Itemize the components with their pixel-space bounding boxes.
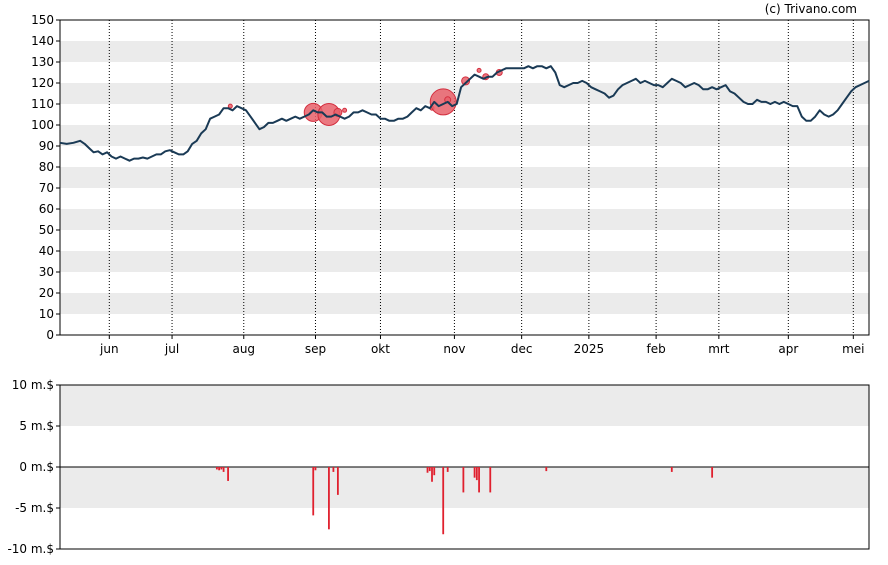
price-grid-band — [60, 125, 869, 146]
volume-bar — [473, 467, 476, 478]
volume-y-tick-label: -10 m.$ — [7, 542, 54, 556]
price-y-tick-label: 150 — [31, 13, 54, 27]
trade-marker — [227, 103, 233, 109]
price-x-tick-label: nov — [443, 342, 465, 356]
price-panel: 1501401301201101009080706050403020100jun… — [31, 13, 870, 356]
price-x-tick-label: aug — [232, 342, 255, 356]
trade-marker — [461, 76, 471, 86]
volume-grid-band — [60, 385, 869, 426]
volume-bar — [215, 467, 218, 470]
volume-bar — [227, 467, 229, 481]
price-y-tick-label: 70 — [39, 181, 54, 195]
volume-y-tick-label: 10 m.$ — [12, 378, 54, 392]
volume-y-tick-label: 5 m.$ — [19, 419, 54, 433]
price-y-tick-label: 130 — [31, 55, 54, 69]
price-grid-band — [60, 251, 869, 272]
price-plot-frame — [59, 19, 870, 336]
price-x-tick-label: okt — [371, 342, 390, 356]
volume-bar — [426, 467, 429, 473]
volume-bar — [222, 467, 225, 472]
volume-bar — [433, 467, 436, 476]
price-x-tick-label: sep — [305, 342, 326, 356]
volume-bar — [428, 467, 431, 472]
price-grid-band — [60, 41, 869, 62]
price-y-tick-label: 120 — [31, 76, 54, 90]
price-x-tick-label: feb — [646, 342, 665, 356]
copyright-label: (c) Trivano.com — [765, 2, 857, 16]
volume-grid-band — [60, 467, 869, 508]
price-grid-band — [60, 83, 869, 104]
volume-bar — [312, 467, 315, 516]
volume-panel: 10 m.$ 5 m.$ 0 m.$ -5 m.$ -10 m.$ — [7, 378, 870, 556]
price-x-tick-label: mei — [842, 342, 864, 356]
volume-bar — [431, 467, 433, 482]
volume-bar — [336, 467, 339, 495]
volume-y-tick-label: 0 m.$ — [19, 460, 54, 474]
volume-bar — [489, 467, 492, 493]
price-x-tick-label: jun — [99, 342, 119, 356]
trade-marker — [342, 107, 348, 113]
price-grid-band — [60, 167, 869, 188]
price-y-tick-label: 100 — [31, 118, 54, 132]
price-y-tick-label: 10 — [39, 307, 54, 321]
price-x-tick-label: 2025 — [574, 342, 605, 356]
trade-marker — [476, 67, 482, 73]
price-y-tick-label: 40 — [39, 244, 54, 258]
trade-marker — [429, 88, 457, 116]
volume-bar — [462, 467, 465, 493]
volume-bar — [711, 467, 714, 478]
price-y-tick-label: 0 — [46, 328, 54, 342]
price-y-tick-label: 80 — [39, 160, 54, 174]
volume-bar — [328, 467, 330, 530]
price-y-tick-label: 140 — [31, 34, 54, 48]
price-y-tick-label: 110 — [31, 97, 54, 111]
volume-bar — [220, 467, 223, 470]
price-x-tick-label: mrt — [708, 342, 730, 356]
volume-bar — [332, 467, 335, 472]
price-y-tick-label: 60 — [39, 202, 54, 216]
volume-bar — [314, 467, 317, 471]
volume-bar — [442, 467, 445, 535]
price-x-tick-label: jul — [164, 342, 179, 356]
volume-bar — [545, 467, 548, 472]
price-x-tick-label: apr — [778, 342, 798, 356]
volume-bar — [670, 467, 673, 472]
price-grid-band — [60, 293, 869, 314]
volume-bar — [446, 467, 449, 472]
volume-y-tick-label: -5 m.$ — [15, 501, 54, 515]
price-grid-band — [60, 209, 869, 230]
volume-bar — [478, 467, 480, 493]
price-y-tick-label: 50 — [39, 223, 54, 237]
price-y-tick-label: 30 — [39, 265, 54, 279]
volume-bar — [475, 467, 478, 481]
volume-bar — [218, 467, 221, 471]
price-y-tick-label: 90 — [39, 139, 54, 153]
price-line — [59, 65, 870, 162]
price-y-tick-label: 20 — [39, 286, 54, 300]
price-x-tick-label: dec — [511, 342, 533, 356]
